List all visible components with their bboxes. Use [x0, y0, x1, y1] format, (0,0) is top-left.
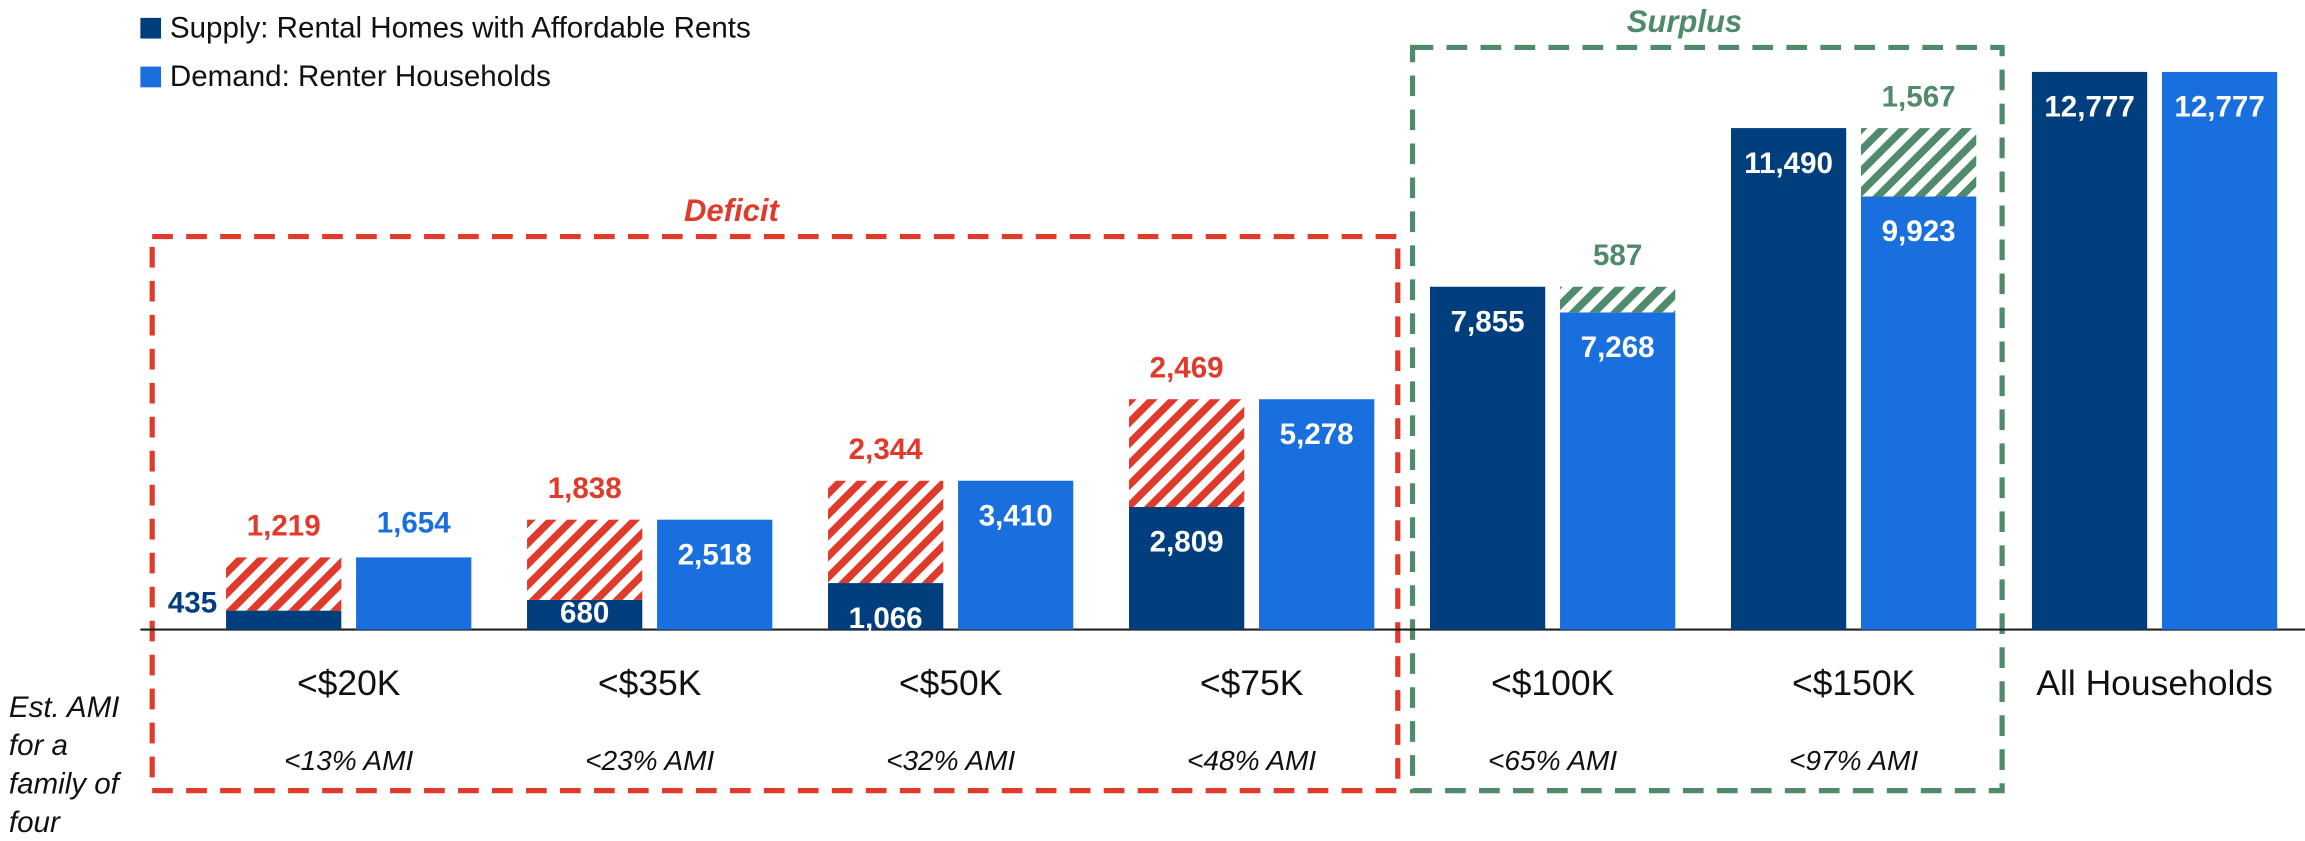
x-tick-label: <$75K: [1200, 663, 1304, 703]
legend-label: Supply: Rental Homes with Affordable Ren…: [170, 11, 751, 44]
surplus-label: Surplus: [1627, 4, 1742, 39]
value-label: 680: [560, 597, 609, 630]
legend-label: Demand: Renter Households: [170, 60, 551, 93]
value-label: 7,268: [1581, 331, 1655, 364]
x-sublabel: <13% AMI: [284, 745, 413, 776]
deficit-bar: [828, 480, 944, 584]
x-sublabel: <97% AMI: [1789, 745, 1918, 776]
x-sublabel: <65% AMI: [1488, 745, 1617, 776]
value-label: 2,518: [678, 538, 752, 571]
x-tick-label: <$100K: [1491, 663, 1615, 703]
legend-swatch: [140, 17, 162, 39]
bar: [828, 583, 944, 630]
note-text: Est. AMI for a family of four: [8, 691, 120, 840]
bar: [958, 480, 1074, 630]
deficit-box: [149, 233, 1401, 794]
surplus-bar: [1560, 286, 1676, 313]
x-tick-label: <$35K: [598, 663, 702, 703]
bar: [1429, 286, 1546, 630]
bar: [527, 599, 643, 630]
bar: [1129, 506, 1245, 630]
deficit-value-label: 2,344: [849, 433, 924, 466]
value-label: 11,490: [1744, 147, 1833, 180]
x-tick-label: All Households: [2036, 663, 2273, 703]
bar: [226, 610, 342, 630]
bar: [1259, 399, 1375, 630]
legend-swatch: [140, 66, 162, 88]
x-tick-label: <$50K: [899, 663, 1003, 703]
value-label: 5,278: [1280, 418, 1354, 451]
value-label: 435: [168, 586, 217, 619]
deficit-value-label: 1,838: [548, 472, 622, 505]
bar: [2161, 71, 2278, 630]
x-tick-label: <$150K: [1792, 663, 1916, 703]
x-sublabel: <32% AMI: [886, 745, 1015, 776]
note: Est. AMI for a family of four: [8, 691, 120, 840]
surplus-value-label: 1,567: [1882, 80, 1956, 113]
deficit-bar: [1129, 399, 1245, 507]
value-label: 2,809: [1150, 526, 1224, 559]
x-tick-label: <$20K: [297, 663, 401, 703]
x-sublabel: <23% AMI: [585, 745, 714, 776]
bar: [2031, 71, 2148, 630]
deficit-value-label: 1,219: [247, 510, 321, 543]
deficit-bar: [226, 557, 342, 611]
value-label: 7,855: [1451, 305, 1525, 338]
surplus-bar: [1860, 128, 1977, 197]
surplus-value-label: 587: [1593, 239, 1642, 272]
bar: [1860, 196, 1977, 630]
bar: [356, 557, 472, 630]
value-label: 12,777: [2174, 91, 2264, 124]
bar: [1730, 128, 1847, 630]
bar: [1560, 312, 1676, 630]
bar: [657, 519, 773, 630]
deficit-value-label: 2,469: [1150, 351, 1224, 384]
value-label: 9,923: [1882, 215, 1956, 248]
x-sublabel: <48% AMI: [1187, 745, 1316, 776]
value-label: 3,410: [979, 499, 1053, 532]
value-label: 1,654: [377, 507, 452, 540]
deficit-bar: [527, 519, 643, 600]
value-label: 1,066: [849, 602, 923, 635]
surplus-box: [1409, 44, 2005, 794]
deficit-label: Deficit: [684, 193, 780, 228]
value-label: 12,777: [2044, 91, 2134, 124]
